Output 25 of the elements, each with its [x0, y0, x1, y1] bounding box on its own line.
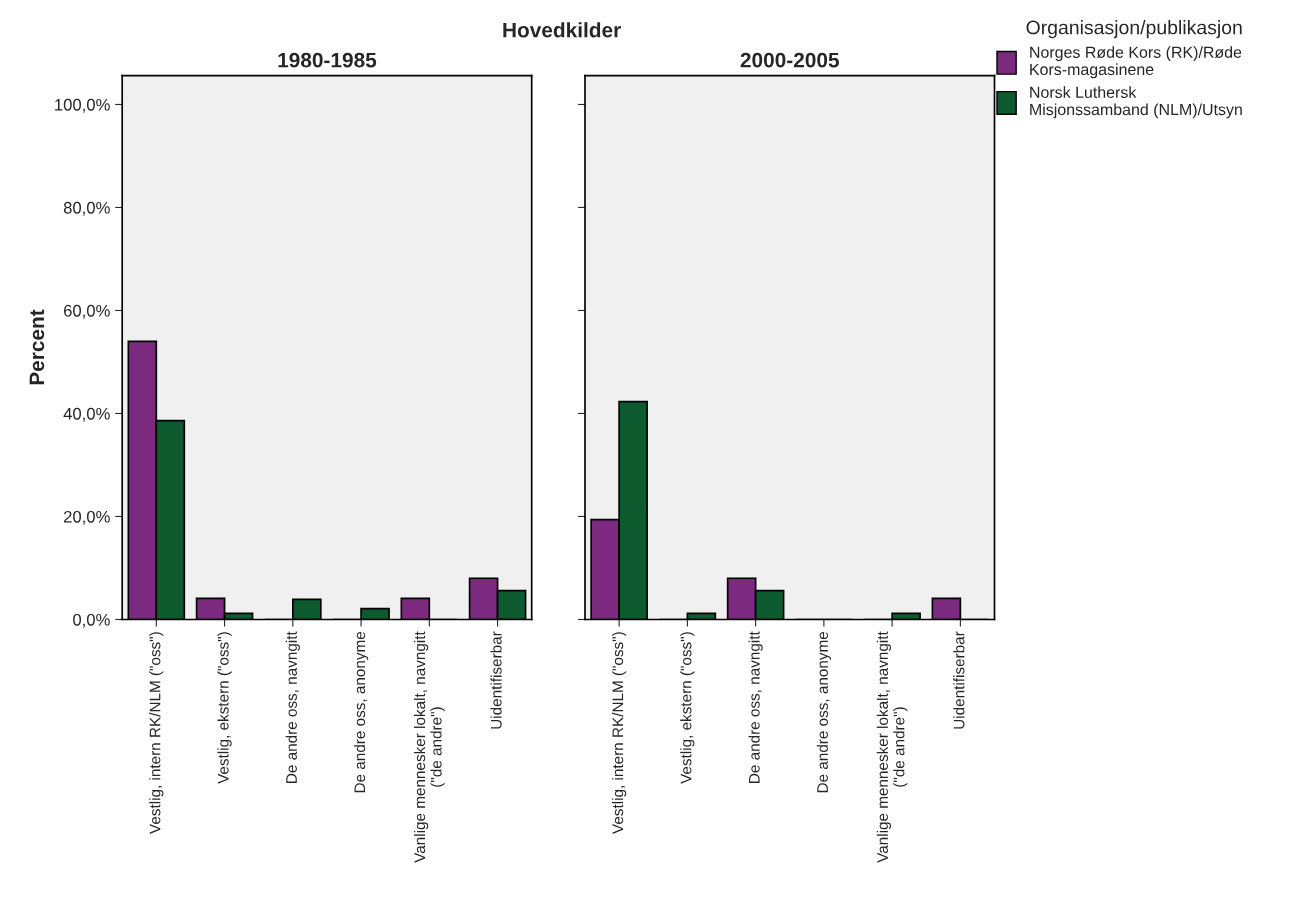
y-tick-label: 100,0% [55, 98, 110, 113]
x-tick-label: Uidentifiserbar [953, 631, 965, 729]
y-tick-label: 40,0% [63, 407, 110, 422]
legend-label: Norges Røde Kors (RK)/Røde Kors-magasinene [1030, 46, 1242, 79]
x-tick-label: De andre oss, anonyme [816, 631, 831, 793]
x-tick-label: De andre oss, anonyme [353, 631, 369, 793]
chart-title: 1980-1985 [278, 52, 377, 68]
chart-title: 2000-2005 [740, 52, 839, 68]
x-tick-label: De andre oss, navngitt [748, 631, 763, 783]
x-tick-label: Uidentifiserbar [490, 631, 502, 729]
legend-label: Norsk Luthersk Misjonssamband (NLM)/Utsyn [1030, 86, 1242, 119]
x-tick-label: Vestlig, ekstern ("oss") [217, 632, 232, 784]
x-tick-label: Vestlig, intern RK/NLM ("oss") [612, 632, 627, 834]
y-tick-label: 20,0% [63, 510, 110, 525]
x-tick-label: De andre oss, navngitt [285, 631, 300, 783]
x-tick-label: Vanlige mennesker lokalt, navngitt ("de andre") [876, 631, 908, 863]
x-tick-label: Vestlig, ekstern ("oss") [680, 632, 695, 784]
text: Hovedkilder [503, 22, 621, 38]
y-axis-title: Percent [29, 309, 45, 385]
x-tick-label: Vanlige mennesker lokalt, navngitt ("de andre") [413, 631, 445, 863]
y-tick-label: 0,0% [73, 613, 110, 628]
legend-title: Organisasjon/publikasjon [1026, 20, 1242, 39]
y-tick-label: 60,0% [63, 304, 110, 319]
y-tick-label: 80,0% [63, 201, 110, 216]
x-tick-label: Vestlig, intern RK/NLM ("oss") [149, 632, 164, 834]
